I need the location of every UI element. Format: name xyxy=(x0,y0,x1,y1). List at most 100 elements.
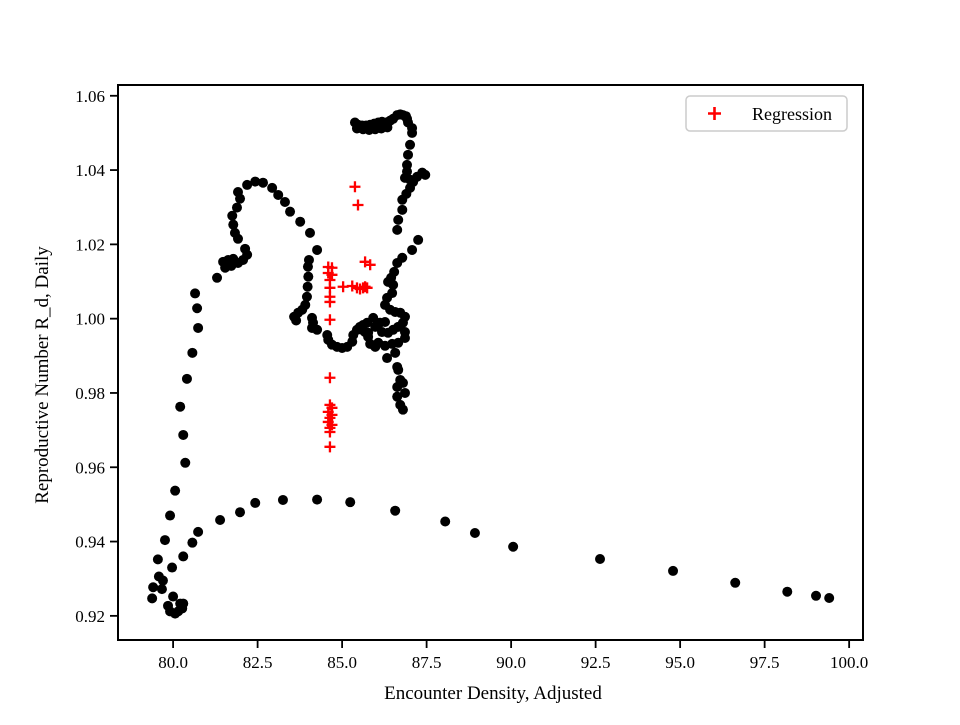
trajectory-point xyxy=(392,224,403,235)
regression-point xyxy=(324,372,336,384)
trajectory-point xyxy=(170,485,181,496)
x-tick-label: 90.0 xyxy=(496,653,526,672)
trajectory-point xyxy=(407,244,418,255)
x-axis-ticks: 80.0 82.5 85.0 87.5 90.0 92.5 95.0 97.5 100.0 xyxy=(158,640,868,672)
trajectory-point xyxy=(147,593,158,604)
trajectory-point xyxy=(303,271,314,282)
trajectory-point xyxy=(159,535,170,546)
trajectory-point xyxy=(312,324,323,335)
trajectory-point xyxy=(190,288,201,299)
trajectory-point xyxy=(240,243,251,254)
trajectory-point xyxy=(811,590,822,601)
y-tick-label: 0.92 xyxy=(75,607,105,626)
trajectory-point xyxy=(285,206,296,217)
x-tick-label: 95.0 xyxy=(665,653,695,672)
trajectory-point xyxy=(302,281,313,292)
trajectory-point xyxy=(250,497,261,508)
trajectory-point xyxy=(250,176,261,187)
y-axis-label: Reproductive Number R_d, Daily xyxy=(32,246,53,504)
trajectory-point xyxy=(229,227,240,238)
trajectory-point xyxy=(156,584,167,595)
trajectory-point xyxy=(402,159,413,170)
trajectory-point xyxy=(152,554,163,565)
trajectory-point xyxy=(380,317,391,328)
trajectory-point xyxy=(392,391,403,402)
trajectory-point xyxy=(242,179,253,190)
trajectory-point xyxy=(192,303,203,314)
trajectory-point xyxy=(395,307,406,318)
trajectory-point xyxy=(440,516,451,527)
trajectory-point xyxy=(824,593,835,604)
x-tick-label: 85.0 xyxy=(327,653,357,672)
y-tick-label: 1.06 xyxy=(75,87,105,106)
x-tick-label: 100.0 xyxy=(830,653,868,672)
trajectory-point xyxy=(295,216,306,227)
trajectory-point xyxy=(258,177,269,188)
regression-point xyxy=(349,181,361,193)
trajectory-point xyxy=(175,598,186,609)
trajectory-point xyxy=(235,507,246,518)
trajectory-point xyxy=(345,497,356,508)
legend: Regression xyxy=(685,95,848,132)
trajectory-point xyxy=(508,541,519,552)
trajectory-point xyxy=(405,182,416,193)
x-tick-label: 82.5 xyxy=(243,653,273,672)
trajectory-point xyxy=(397,204,408,215)
trajectory-point xyxy=(227,210,238,221)
regression-point xyxy=(324,314,336,326)
series-trajectory xyxy=(147,109,835,619)
trajectory-point xyxy=(405,139,416,150)
trajectory-point xyxy=(397,404,408,415)
trajectory-point xyxy=(382,122,393,133)
trajectory-point xyxy=(668,565,679,576)
y-tick-label: 1.02 xyxy=(75,235,105,254)
trajectory-point xyxy=(389,266,400,277)
trajectory-point xyxy=(403,149,414,160)
series-regression xyxy=(322,181,376,453)
trajectory-point xyxy=(279,197,290,208)
trajectory-point xyxy=(165,510,176,521)
regression-point xyxy=(352,199,364,211)
plot-area xyxy=(117,84,864,641)
y-tick-label: 0.94 xyxy=(75,533,105,552)
trajectory-point xyxy=(397,252,408,263)
trajectory-point xyxy=(420,169,431,180)
x-tick-label: 92.5 xyxy=(581,653,611,672)
regression-point xyxy=(361,282,373,294)
trajectory-point xyxy=(390,505,401,516)
trajectory-point xyxy=(193,322,204,333)
trajectory-point xyxy=(730,577,741,588)
trajectory-point xyxy=(273,189,284,200)
trajectory-point xyxy=(157,575,168,586)
trajectory-point xyxy=(595,554,606,565)
x-axis-label: Encounter Density, Adjusted xyxy=(384,683,602,704)
trajectory-point xyxy=(301,291,312,302)
trajectory-point xyxy=(181,373,192,384)
trajectory-point xyxy=(390,347,401,358)
trajectory-point xyxy=(399,387,410,398)
legend-box xyxy=(685,95,848,132)
x-tick-label: 97.5 xyxy=(750,653,780,672)
trajectory-point xyxy=(167,562,178,573)
trajectory-point xyxy=(782,586,793,597)
y-tick-label: 1.04 xyxy=(75,161,105,180)
trajectory-point xyxy=(178,551,189,562)
regression-point xyxy=(324,441,336,453)
trajectory-point xyxy=(363,327,374,338)
y-tick-label: 1.00 xyxy=(75,310,105,329)
regression-point xyxy=(364,259,376,271)
trajectory-point xyxy=(403,117,414,128)
regression-point xyxy=(326,269,338,281)
trajectory-point xyxy=(187,347,198,358)
trajectory-point xyxy=(399,332,410,343)
trajectory-point xyxy=(304,227,315,238)
trajectory-point xyxy=(175,401,186,412)
y-tick-label: 0.96 xyxy=(75,458,105,477)
trajectory-point xyxy=(215,515,226,526)
legend-plus-marker-icon xyxy=(708,107,721,120)
trajectory-point xyxy=(397,377,408,388)
trajectory-point xyxy=(178,429,189,440)
trajectory-point xyxy=(312,244,323,255)
y-axis-ticks: 0.92 0.94 0.96 0.98 1.00 1.02 1.04 1.06 xyxy=(75,87,118,626)
